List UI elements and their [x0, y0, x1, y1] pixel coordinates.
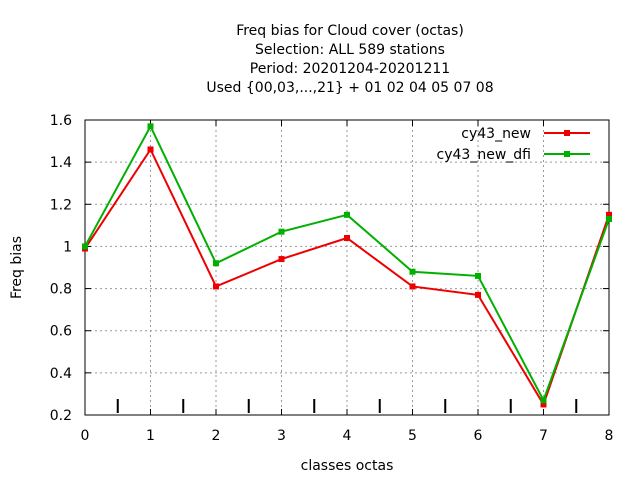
title-line: Used {00,03,...,21} + 01 02 04 05 07 08 — [206, 80, 493, 96]
grid — [85, 120, 609, 415]
x-axis-ticks: 0 1 2 3 4 5 6 7 8 — [81, 120, 614, 444]
data-point — [606, 211, 612, 218]
data-point — [278, 256, 285, 263]
bottom-marks — [116, 399, 578, 413]
data-point — [147, 123, 154, 130]
data-point — [540, 397, 547, 404]
data-point — [409, 283, 416, 290]
x-tick-label: 3 — [277, 428, 286, 444]
data-point — [82, 243, 88, 250]
series-line-cy43_new_dfi — [84, 124, 610, 403]
legend-swatch-marker — [564, 151, 570, 157]
data-point — [540, 401, 547, 408]
legend-swatch-marker — [564, 130, 570, 136]
x-tick-label: 4 — [343, 428, 352, 444]
data-point — [147, 146, 154, 153]
y-tick-label: 0.6 — [50, 324, 72, 340]
y-tick-label: 0.8 — [50, 282, 72, 298]
x-tick-label: 5 — [408, 428, 417, 444]
data-point — [606, 216, 612, 223]
data-point — [475, 272, 481, 279]
x-tick-label: 0 — [81, 428, 90, 444]
data-point — [344, 211, 350, 218]
y-tick-label: 1.2 — [50, 197, 72, 213]
x-axis-label: classes octas — [301, 458, 394, 474]
x-tick-label: 8 — [605, 428, 614, 444]
title-line: Freq bias for Cloud cover (octas) — [236, 23, 464, 39]
series-lines — [82, 123, 612, 408]
y-tick-label: 1.6 — [50, 113, 72, 129]
x-tick-label: 2 — [212, 428, 221, 444]
y-tick-label: 1.4 — [50, 155, 72, 171]
y-tick-label: 0.2 — [50, 408, 72, 424]
legend-label: cy43_new_dfi — [437, 147, 531, 163]
data-point — [344, 235, 350, 241]
y-axis-label: Freq bias — [9, 236, 25, 299]
x-tick-label: 7 — [539, 428, 548, 444]
chart-title: Freq bias for Cloud cover (octas) Selecti… — [206, 23, 493, 96]
legend: cy43_new cy43_new_dfi — [437, 126, 590, 163]
data-point — [278, 228, 285, 235]
title-line: Period: 20201204-20201211 — [250, 61, 450, 77]
data-point — [475, 291, 481, 298]
y-tick-label: 1 — [63, 239, 72, 255]
data-point — [213, 283, 219, 290]
y-tick-label: 0.4 — [50, 366, 72, 382]
legend-label: cy43_new — [461, 126, 531, 142]
title-line: Selection: ALL 589 stations — [255, 42, 445, 58]
x-tick-label: 1 — [146, 428, 155, 444]
data-point — [409, 268, 416, 275]
data-point — [213, 260, 219, 267]
x-tick-label: 6 — [474, 428, 483, 444]
